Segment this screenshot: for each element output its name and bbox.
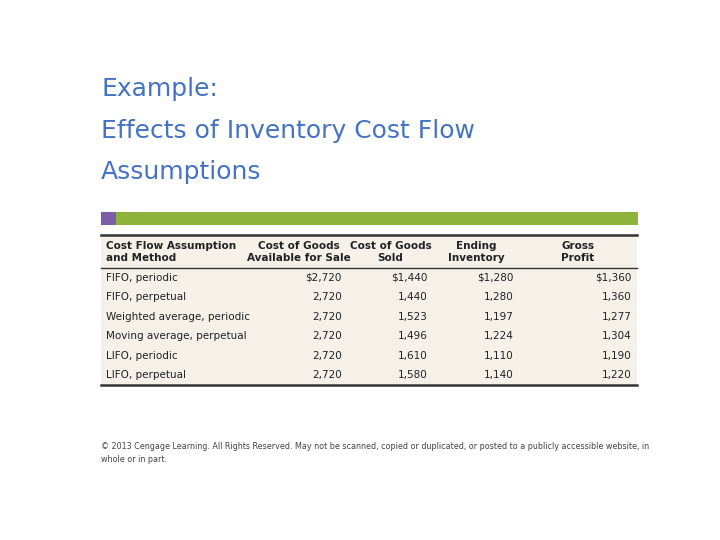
- Text: 1,190: 1,190: [601, 351, 631, 361]
- Text: $2,720: $2,720: [305, 273, 342, 283]
- Text: 1,580: 1,580: [398, 370, 428, 380]
- Text: Example:: Example:: [101, 77, 218, 102]
- Text: 1,220: 1,220: [601, 370, 631, 380]
- Text: 2,720: 2,720: [312, 351, 342, 361]
- Text: Gross
Profit: Gross Profit: [562, 240, 595, 263]
- Text: $1,280: $1,280: [477, 273, 513, 283]
- Text: Cost of Goods
Available for Sale: Cost of Goods Available for Sale: [248, 240, 351, 263]
- Text: Cost of Goods
Sold: Cost of Goods Sold: [349, 240, 431, 263]
- Text: Cost Flow Assumption
and Method: Cost Flow Assumption and Method: [106, 240, 235, 263]
- Text: 1,140: 1,140: [484, 370, 513, 380]
- Text: Effects of Inventory Cost Flow: Effects of Inventory Cost Flow: [101, 119, 475, 143]
- Text: 1,360: 1,360: [601, 292, 631, 302]
- Text: 1,280: 1,280: [484, 292, 513, 302]
- Text: 1,523: 1,523: [398, 312, 428, 322]
- Text: 1,277: 1,277: [601, 312, 631, 322]
- Text: 1,440: 1,440: [398, 292, 428, 302]
- Text: LIFO, periodic: LIFO, periodic: [106, 351, 177, 361]
- Bar: [101, 212, 116, 225]
- Text: Assumptions: Assumptions: [101, 160, 261, 185]
- Text: $1,360: $1,360: [595, 273, 631, 283]
- Text: LIFO, perpetual: LIFO, perpetual: [106, 370, 186, 380]
- Text: 1,496: 1,496: [398, 332, 428, 341]
- Text: 2,720: 2,720: [312, 292, 342, 302]
- Text: Ending
Inventory: Ending Inventory: [448, 240, 505, 263]
- Text: 1,224: 1,224: [484, 332, 513, 341]
- Text: 2,720: 2,720: [312, 370, 342, 380]
- Text: 1,304: 1,304: [601, 332, 631, 341]
- Text: FIFO, periodic: FIFO, periodic: [106, 273, 177, 283]
- Text: 1,110: 1,110: [484, 351, 513, 361]
- Text: $1,440: $1,440: [392, 273, 428, 283]
- Text: 1,610: 1,610: [398, 351, 428, 361]
- Text: Moving average, perpetual: Moving average, perpetual: [106, 332, 246, 341]
- Text: 2,720: 2,720: [312, 332, 342, 341]
- Bar: [116, 212, 638, 225]
- Text: 2,720: 2,720: [312, 312, 342, 322]
- Text: FIFO, perpetual: FIFO, perpetual: [106, 292, 186, 302]
- Text: 1,197: 1,197: [484, 312, 513, 322]
- Text: © 2013 Cengage Learning. All Rights Reserved. May not be scanned, copied or dupl: © 2013 Cengage Learning. All Rights Rese…: [101, 442, 649, 464]
- Bar: [101, 235, 636, 385]
- Text: Weighted average, periodic: Weighted average, periodic: [106, 312, 250, 322]
